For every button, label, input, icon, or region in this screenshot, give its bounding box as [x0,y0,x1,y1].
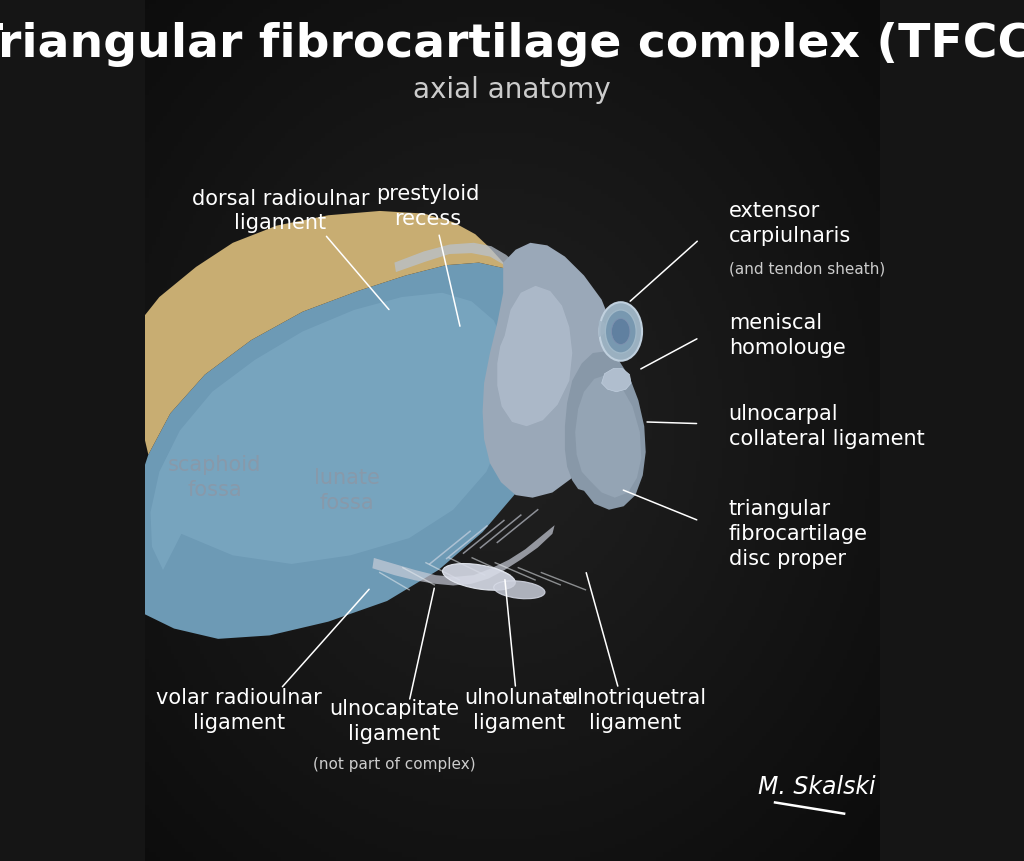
PathPatch shape [394,243,518,274]
PathPatch shape [599,320,606,338]
PathPatch shape [498,286,572,426]
PathPatch shape [565,351,646,510]
PathPatch shape [130,263,557,639]
Text: ulnocarpal
collateral ligament: ulnocarpal collateral ligament [729,404,925,449]
Ellipse shape [605,310,636,353]
Ellipse shape [599,302,642,361]
Text: dorsal radioulnar
ligament: dorsal radioulnar ligament [191,189,370,233]
Text: scaphoid
fossa: scaphoid fossa [168,455,261,500]
Text: triangular
fibrocartilage
disc proper: triangular fibrocartilage disc proper [729,499,867,568]
PathPatch shape [151,293,512,570]
Text: prestyloid
recess: prestyloid recess [376,184,479,229]
Text: (not part of complex): (not part of complex) [313,757,476,772]
PathPatch shape [602,369,631,392]
Text: ulnocapitate
ligament: ulnocapitate ligament [330,699,460,744]
PathPatch shape [575,375,641,498]
Ellipse shape [611,319,630,344]
Text: volar radioulnar
ligament: volar radioulnar ligament [156,688,322,733]
Text: ulnolunate
ligament: ulnolunate ligament [464,688,574,733]
Text: Triangular fibrocartilage complex (TFCC): Triangular fibrocartilage complex (TFCC) [0,22,1024,67]
Text: ulnotriquetral
ligament: ulnotriquetral ligament [564,688,707,733]
Ellipse shape [442,563,515,591]
Text: (and tendon sheath): (and tendon sheath) [729,261,885,276]
PathPatch shape [373,525,555,585]
Text: extensor
carpiulnaris: extensor carpiulnaris [729,201,851,246]
Text: lunate
fossa: lunate fossa [313,468,380,513]
Ellipse shape [494,581,545,598]
PathPatch shape [130,211,506,455]
Text: M. Skalski: M. Skalski [758,775,876,799]
Text: axial anatomy: axial anatomy [414,76,610,104]
PathPatch shape [482,243,618,498]
Text: meniscal
homolouge: meniscal homolouge [729,313,846,358]
